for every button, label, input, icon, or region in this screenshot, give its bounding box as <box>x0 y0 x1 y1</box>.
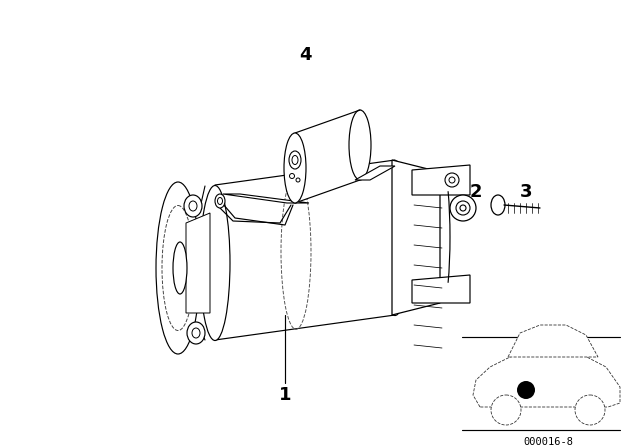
Text: 3: 3 <box>520 183 532 201</box>
Ellipse shape <box>456 201 470 215</box>
Ellipse shape <box>349 110 371 180</box>
Ellipse shape <box>450 195 476 221</box>
Ellipse shape <box>200 185 230 340</box>
Ellipse shape <box>491 195 505 215</box>
Ellipse shape <box>517 381 535 399</box>
Ellipse shape <box>460 205 466 211</box>
Polygon shape <box>355 166 395 180</box>
Ellipse shape <box>289 151 301 169</box>
Ellipse shape <box>491 395 521 425</box>
Ellipse shape <box>187 322 205 344</box>
Polygon shape <box>412 275 470 303</box>
Ellipse shape <box>184 195 202 217</box>
Text: 000016-8: 000016-8 <box>523 437 573 447</box>
Ellipse shape <box>575 395 605 425</box>
Ellipse shape <box>173 242 187 294</box>
Polygon shape <box>392 160 440 315</box>
Ellipse shape <box>445 173 459 187</box>
Text: 2: 2 <box>470 183 483 201</box>
Ellipse shape <box>289 173 294 178</box>
Polygon shape <box>412 165 470 195</box>
Polygon shape <box>508 325 598 357</box>
Text: 1: 1 <box>279 386 291 404</box>
Polygon shape <box>223 194 309 203</box>
Ellipse shape <box>284 133 306 203</box>
Ellipse shape <box>156 182 200 354</box>
Polygon shape <box>473 349 620 407</box>
Polygon shape <box>186 213 210 313</box>
Polygon shape <box>215 160 395 340</box>
Ellipse shape <box>380 160 410 315</box>
Text: 4: 4 <box>299 46 311 64</box>
Ellipse shape <box>215 194 225 208</box>
Polygon shape <box>295 110 360 203</box>
